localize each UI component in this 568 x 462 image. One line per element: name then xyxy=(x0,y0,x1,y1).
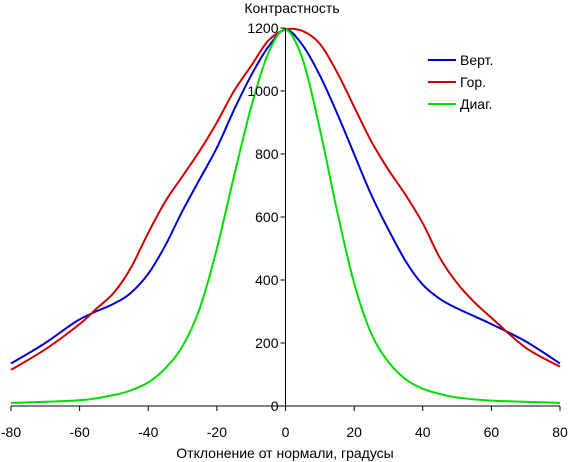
y-tick-label: 1200 xyxy=(247,20,278,36)
x-tick-label: -20 xyxy=(207,424,227,440)
x-axis-title: Отклонение от нормали, градусы xyxy=(176,445,393,461)
x-tick-label: 40 xyxy=(415,424,431,440)
x-tick-label: 80 xyxy=(552,424,568,440)
x-tick-label: 20 xyxy=(346,424,362,440)
legend-label-1: Верт. xyxy=(460,52,493,68)
y-tick-label: 1000 xyxy=(247,83,278,99)
y-tick-label: 0 xyxy=(271,398,279,414)
legend: Верт. Гор. Диаг. xyxy=(428,52,493,112)
y-tick-label: 800 xyxy=(255,146,279,162)
x-tick-label: -60 xyxy=(70,424,90,440)
legend-label-3: Диаг. xyxy=(460,96,492,112)
x-tick-label: 60 xyxy=(484,424,500,440)
legend-label-2: Гор. xyxy=(460,74,486,90)
series-line-1 xyxy=(10,28,561,365)
ticks-layer: -80 -60 -40 -20 0 20 40 60 800200400600800100012… xyxy=(1,20,568,440)
x-tick-label: -80 xyxy=(1,424,21,440)
y-axis-title: Контрастность xyxy=(244,0,339,16)
y-tick-label: 600 xyxy=(255,209,279,225)
x-tick-label: 0 xyxy=(282,424,290,440)
y-tick-label: 200 xyxy=(255,335,279,351)
y-tick-label: 400 xyxy=(255,272,279,288)
x-tick-label: -40 xyxy=(138,424,158,440)
